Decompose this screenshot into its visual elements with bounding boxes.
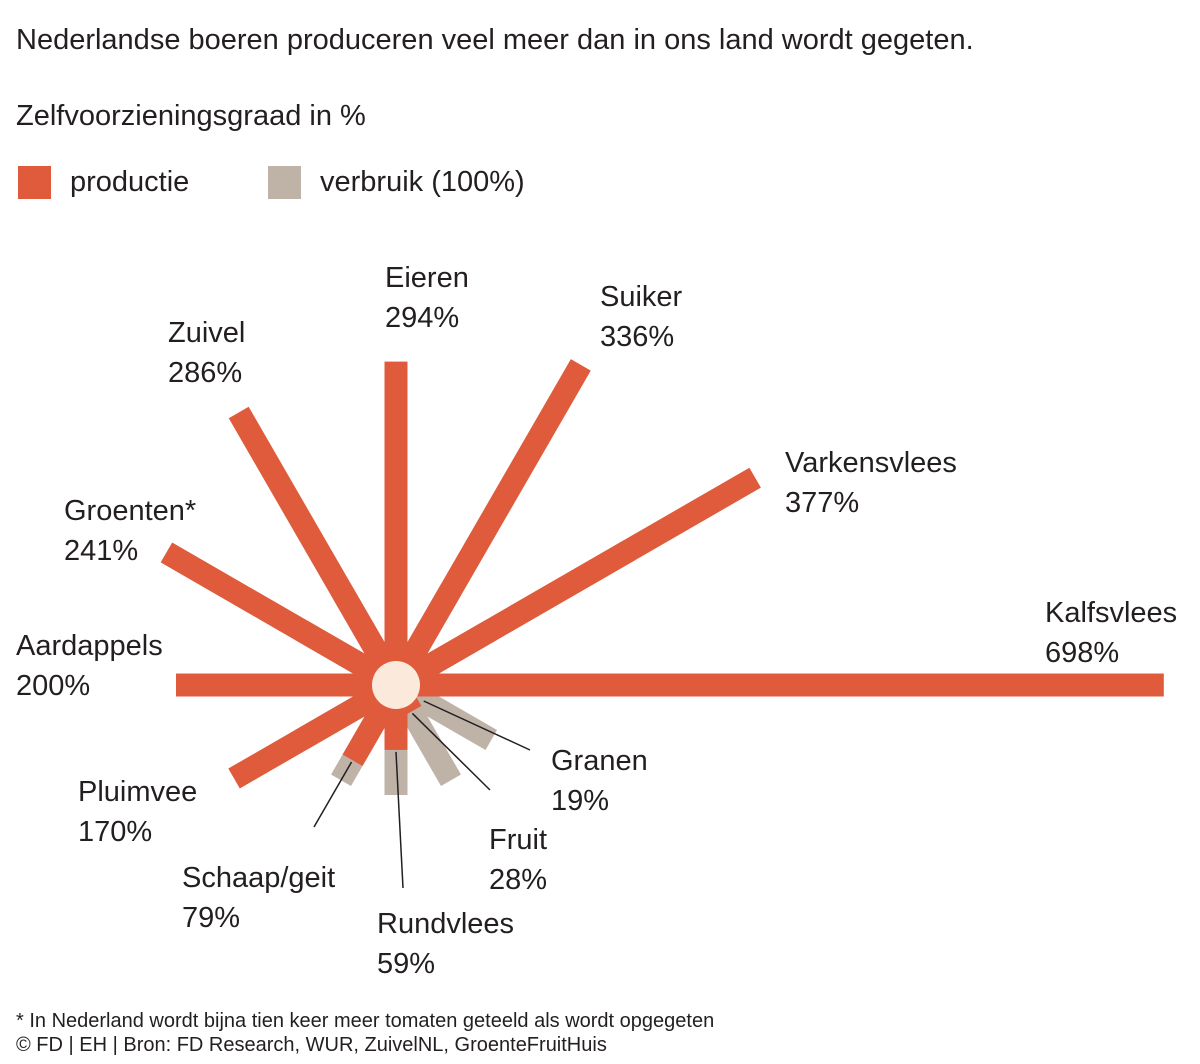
production-bars: [160, 359, 1164, 789]
leader-line-granen: [423, 700, 531, 751]
production-bar-suiker: [386, 359, 591, 691]
category-value-eieren: 294%: [385, 302, 459, 334]
production-bar-kalfsvlees: [396, 673, 1164, 697]
production-bar-aardappels: [176, 673, 396, 697]
category-value-granen: 19%: [551, 785, 609, 817]
legend-swatch-production: [18, 166, 51, 199]
footnote: * In Nederland wordt bijna tien keer mee…: [16, 1009, 714, 1057]
footnote-note: * In Nederland wordt bijna tien keer mee…: [16, 1010, 715, 1032]
legend-item-consumption: verbruik (100%): [268, 166, 525, 199]
category-value-schaap-geit: 79%: [182, 902, 240, 934]
leader-lines: [313, 700, 531, 889]
legend-label-production: productie: [70, 166, 190, 198]
footnote-source: © FD | EH | Bron: FD Research, WUR, Zuiv…: [16, 1034, 607, 1056]
category-value-varkensvlees: 377%: [785, 487, 859, 519]
category-name-eieren: Eieren: [385, 262, 469, 294]
leader-line-rundvlees: [395, 751, 404, 889]
legend-item-production: productie: [18, 166, 189, 199]
production-bar-zuivel: [228, 406, 406, 691]
category-value-zuivel: 286%: [168, 357, 242, 389]
category-name-kalfsvlees: Kalfsvlees: [1045, 597, 1177, 629]
category-value-aardappels: 200%: [16, 670, 90, 702]
category-value-suiker: 336%: [600, 321, 674, 353]
category-value-groenten: 241%: [64, 535, 138, 567]
legend-label-consumption: verbruik (100%): [320, 166, 525, 198]
category-name-suiker: Suiker: [600, 281, 683, 313]
chart-legend: productie verbruik (100%): [18, 166, 618, 206]
category-name-fruit: Fruit: [489, 824, 547, 856]
production-bar-pluimvee: [228, 675, 402, 789]
leader-line-schaap-geit: [313, 761, 353, 828]
category-name-pluimvee: Pluimvee: [78, 776, 197, 808]
production-bar-eieren: [384, 361, 408, 685]
chart-subtitle: Nederlandse boeren produceren veel meer …: [16, 24, 974, 56]
category-name-schaap-geit: Schaap/geit: [182, 862, 335, 894]
category-value-fruit: 28%: [489, 864, 547, 896]
category-name-zuivel: Zuivel: [168, 317, 245, 349]
category-value-pluimvee: 170%: [78, 816, 152, 848]
category-name-granen: Granen: [551, 745, 648, 777]
radial-bar-chart: Kalfsvlees 698% Varkensvlees 377% Suiker 336%…: [16, 262, 1177, 980]
center-hub: [372, 661, 420, 709]
production-bar-varkensvlees: [390, 467, 761, 695]
category-name-varkensvlees: Varkensvlees: [785, 447, 957, 479]
production-bar-groenten: [160, 542, 402, 695]
category-name-rundvlees: Rundvlees: [377, 908, 514, 940]
category-name-groenten: Groenten*: [64, 495, 196, 527]
legend-swatch-consumption: [268, 166, 301, 199]
category-value-kalfsvlees: 698%: [1045, 637, 1119, 669]
chart-measure-title: Zelfvoorzieningsgraad in %: [16, 100, 366, 132]
category-name-aardappels: Aardappels: [16, 630, 163, 662]
category-value-rundvlees: 59%: [377, 948, 435, 980]
leader-line-fruit: [411, 712, 491, 791]
category-labels: Kalfsvlees 698% Varkensvlees 377% Suiker 336%…: [16, 262, 1177, 980]
